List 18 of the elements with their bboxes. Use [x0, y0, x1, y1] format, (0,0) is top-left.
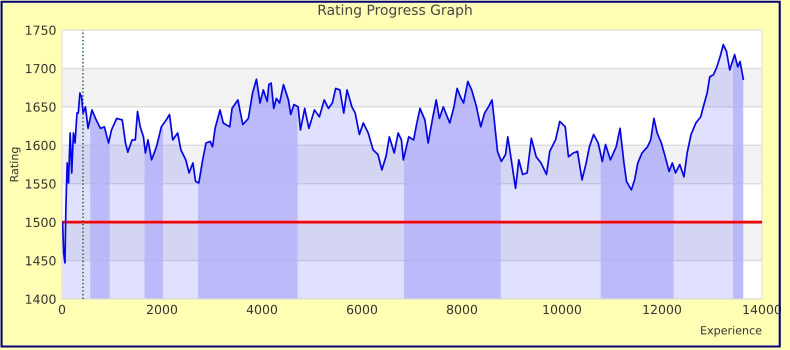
x-tick-label: 0 [58, 304, 66, 314]
y-tick-label: 1750 [26, 25, 56, 35]
y-tick-label: 1700 [26, 64, 56, 74]
y-tick-label: 1400 [26, 294, 56, 304]
x-axis-title: Experience [701, 326, 762, 337]
x-tick-label: 4000 [246, 304, 278, 314]
x-tick-label: 8000 [446, 304, 478, 314]
x-tick-label: 12000 [643, 304, 682, 314]
x-tick-label: 2000 [147, 304, 178, 314]
y-tick-label: 1600 [26, 140, 56, 150]
x-tick-label: 6000 [346, 304, 378, 314]
y-tick-label: 1650 [26, 102, 56, 112]
chart-title: Rating Progress Graph [318, 4, 472, 18]
y-tick-label: 1550 [26, 179, 56, 189]
y-axis-title: Rating [10, 148, 20, 182]
x-tick-label: 10000 [543, 304, 582, 314]
y-tick-label: 1450 [26, 256, 56, 266]
y-tick-label: 1500 [26, 218, 56, 228]
